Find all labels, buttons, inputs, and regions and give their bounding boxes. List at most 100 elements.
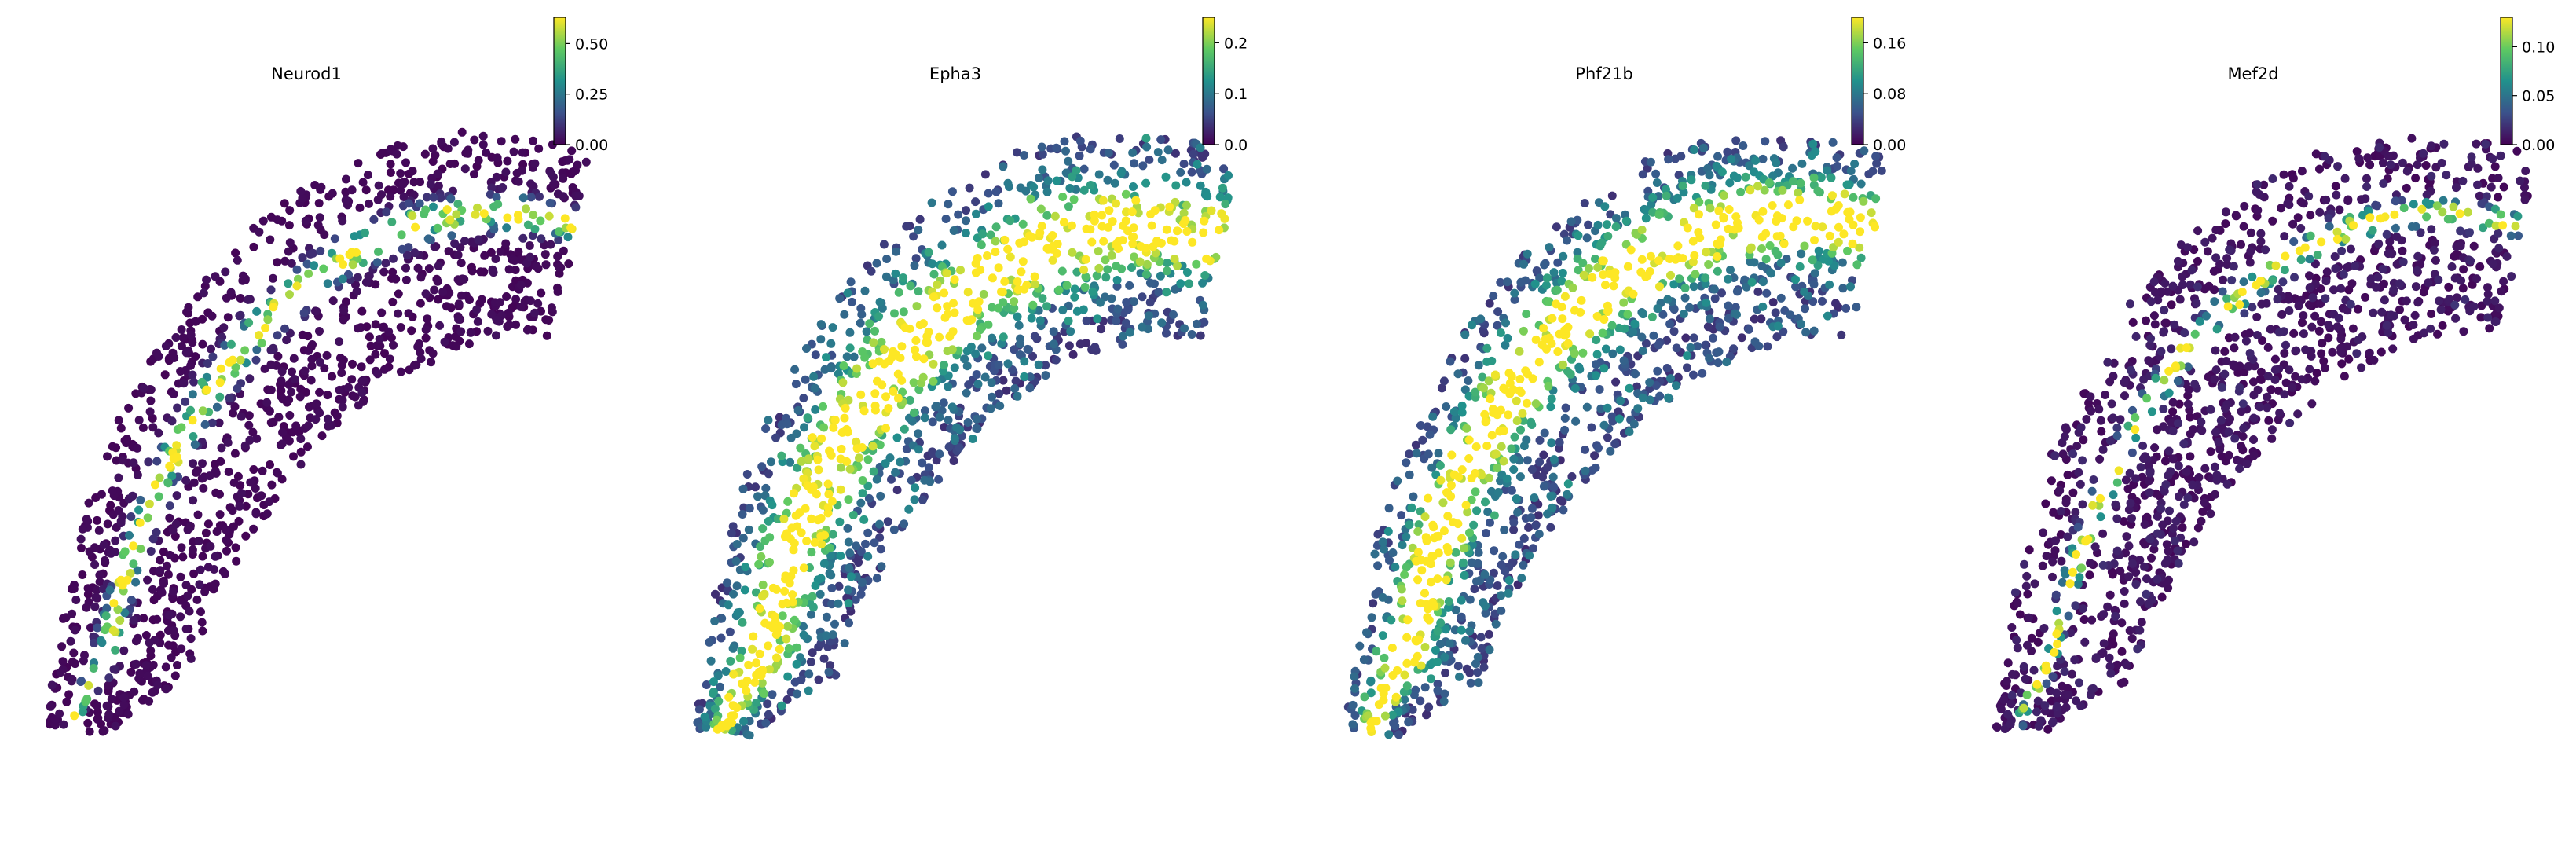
scatter-point	[811, 350, 820, 360]
scatter-point	[197, 618, 207, 627]
scatter-point	[1590, 451, 1599, 460]
scatter-point	[827, 497, 837, 506]
scatter-point	[1038, 294, 1047, 303]
scatter-point	[971, 268, 980, 277]
scatter-point	[919, 354, 929, 364]
scatter-point	[1010, 345, 1019, 354]
scatter-point	[554, 236, 563, 244]
scatter-point	[2103, 358, 2112, 367]
scatter-point	[1731, 212, 1741, 222]
scatter-point	[1072, 306, 1082, 316]
scatter-point	[436, 193, 445, 203]
scatter-point	[1446, 357, 1455, 366]
scatter-point	[947, 402, 957, 412]
scatter-point	[1500, 525, 1509, 534]
scatter-point	[1687, 175, 1696, 185]
scatter-point	[90, 560, 100, 569]
scatter-point	[911, 336, 921, 345]
scatter-point	[1592, 350, 1602, 359]
scatter-point	[1013, 277, 1022, 286]
scatter-point	[2126, 299, 2134, 309]
scatter-point	[2281, 340, 2290, 350]
scatter-point	[940, 361, 949, 369]
scatter-point	[2321, 277, 2331, 286]
scatter-point	[240, 346, 250, 355]
scatter-point	[1501, 385, 1509, 394]
scatter-point	[176, 572, 185, 581]
scatter-point	[1877, 166, 1886, 175]
scatter-point	[768, 501, 777, 510]
colorbar	[1202, 17, 1215, 145]
scatter-point	[1732, 173, 1742, 182]
scatter-point	[338, 395, 347, 405]
scatter-point	[1818, 296, 1827, 306]
scatter-point	[555, 262, 563, 272]
scatter-point	[546, 169, 555, 178]
scatter-point	[314, 199, 324, 208]
scatter-point	[859, 406, 869, 416]
scatter-point	[460, 164, 470, 174]
scatter-point	[189, 459, 198, 468]
scatter-point	[797, 528, 806, 537]
scatter-point	[848, 511, 858, 519]
scatter-point	[188, 390, 197, 399]
scatter-point	[94, 526, 104, 535]
scatter-point	[2429, 245, 2439, 255]
scatter-point	[728, 522, 738, 531]
scatter-point	[1068, 350, 1078, 359]
scatter-point	[1103, 265, 1112, 274]
scatter-point	[2164, 446, 2174, 456]
scatter-point	[266, 346, 276, 355]
scatter-point	[2239, 424, 2248, 433]
scatter-point	[956, 266, 965, 275]
scatter-point	[2183, 493, 2193, 502]
scatter-point	[1457, 401, 1467, 410]
scatter-point	[170, 354, 179, 362]
scatter-point	[1713, 266, 1722, 276]
scatter-point	[790, 365, 800, 374]
scatter-point	[2106, 669, 2116, 678]
scatter-point	[2210, 285, 2219, 295]
scatter-point	[159, 578, 168, 588]
scatter-point	[2226, 414, 2234, 424]
scatter-point	[1433, 658, 1442, 666]
scatter-point	[997, 339, 1006, 348]
panel-mef2d: Mef2d 0.000.050.10	[1992, 17, 2555, 734]
scatter-point	[987, 378, 996, 387]
colorbar-tick-label: 0.50	[575, 35, 608, 53]
scatter-point	[1570, 349, 1579, 358]
scatter-point	[421, 333, 431, 343]
scatter-point	[453, 200, 463, 208]
scatter-point	[1548, 503, 1557, 512]
scatter-point	[778, 611, 787, 621]
scatter-point	[154, 492, 163, 501]
scatter-point	[1539, 450, 1548, 460]
scatter-point	[994, 303, 1003, 313]
scatter-point	[2153, 574, 2162, 584]
scatter-point	[1108, 217, 1117, 226]
scatter-point	[1090, 210, 1099, 219]
scatter-point	[1732, 310, 1741, 319]
scatter-point	[497, 183, 507, 193]
scatter-point	[108, 625, 118, 635]
scatter-point	[223, 438, 233, 447]
scatter-point	[973, 424, 982, 434]
scatter-point	[1444, 597, 1453, 606]
scatter-point	[1724, 274, 1732, 284]
scatter-point	[900, 424, 909, 434]
scatter-point	[1442, 402, 1451, 411]
scatter-point	[911, 254, 921, 263]
scatter-point	[200, 420, 210, 429]
scatter-point	[1810, 236, 1819, 245]
scatter-point	[779, 514, 789, 523]
scatter-point	[2166, 467, 2175, 476]
scatter-point	[2392, 232, 2402, 241]
scatter-point	[2136, 597, 2145, 607]
scatter-point	[388, 267, 398, 277]
scatter-point	[2006, 699, 2016, 709]
scatter-point	[2025, 545, 2034, 555]
scatter-point	[1832, 153, 1841, 163]
scatter-point	[2140, 562, 2149, 571]
scatter-point	[1444, 603, 1453, 612]
scatter-point	[852, 437, 861, 446]
